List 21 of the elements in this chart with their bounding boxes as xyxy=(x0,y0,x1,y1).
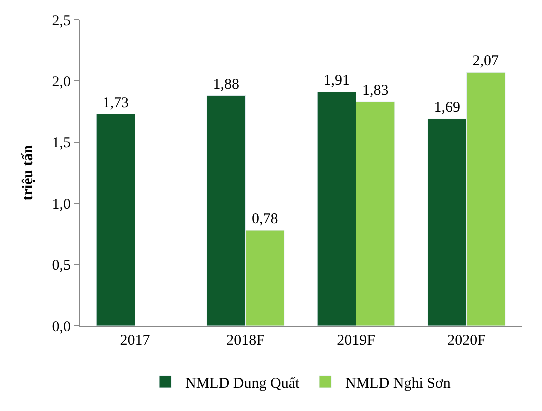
x-tick-label: 2017 xyxy=(120,333,151,349)
legend-label: NMLD Dung Quất xyxy=(186,376,300,392)
data-label: 0,78 xyxy=(252,212,278,228)
x-tick-label: 2019F xyxy=(337,333,376,349)
data-label: 1,73 xyxy=(102,95,130,112)
y-axis-title: triệu tấn xyxy=(20,144,36,201)
y-tick-label: 1,5 xyxy=(52,136,71,152)
y-tick-label: 2,0 xyxy=(52,74,71,90)
data-label: 1,91 xyxy=(324,73,350,90)
y-tick-label: 0,5 xyxy=(52,258,71,274)
y-tick-label: 1,0 xyxy=(52,196,71,213)
data-label: 1,69 xyxy=(434,100,461,116)
bar xyxy=(96,114,136,326)
x-tick-label: 2020F xyxy=(448,333,486,349)
x-tick-label: 2018F xyxy=(226,333,265,349)
data-label: 1,83 xyxy=(362,83,389,100)
y-tick-label: 0,0 xyxy=(52,319,71,336)
data-label: 1,88 xyxy=(213,76,240,93)
legend-label: NMLD Nghi Sơn xyxy=(345,376,452,392)
data-label: 2,07 xyxy=(472,54,500,70)
y-tick-label: 2,5 xyxy=(52,13,71,30)
